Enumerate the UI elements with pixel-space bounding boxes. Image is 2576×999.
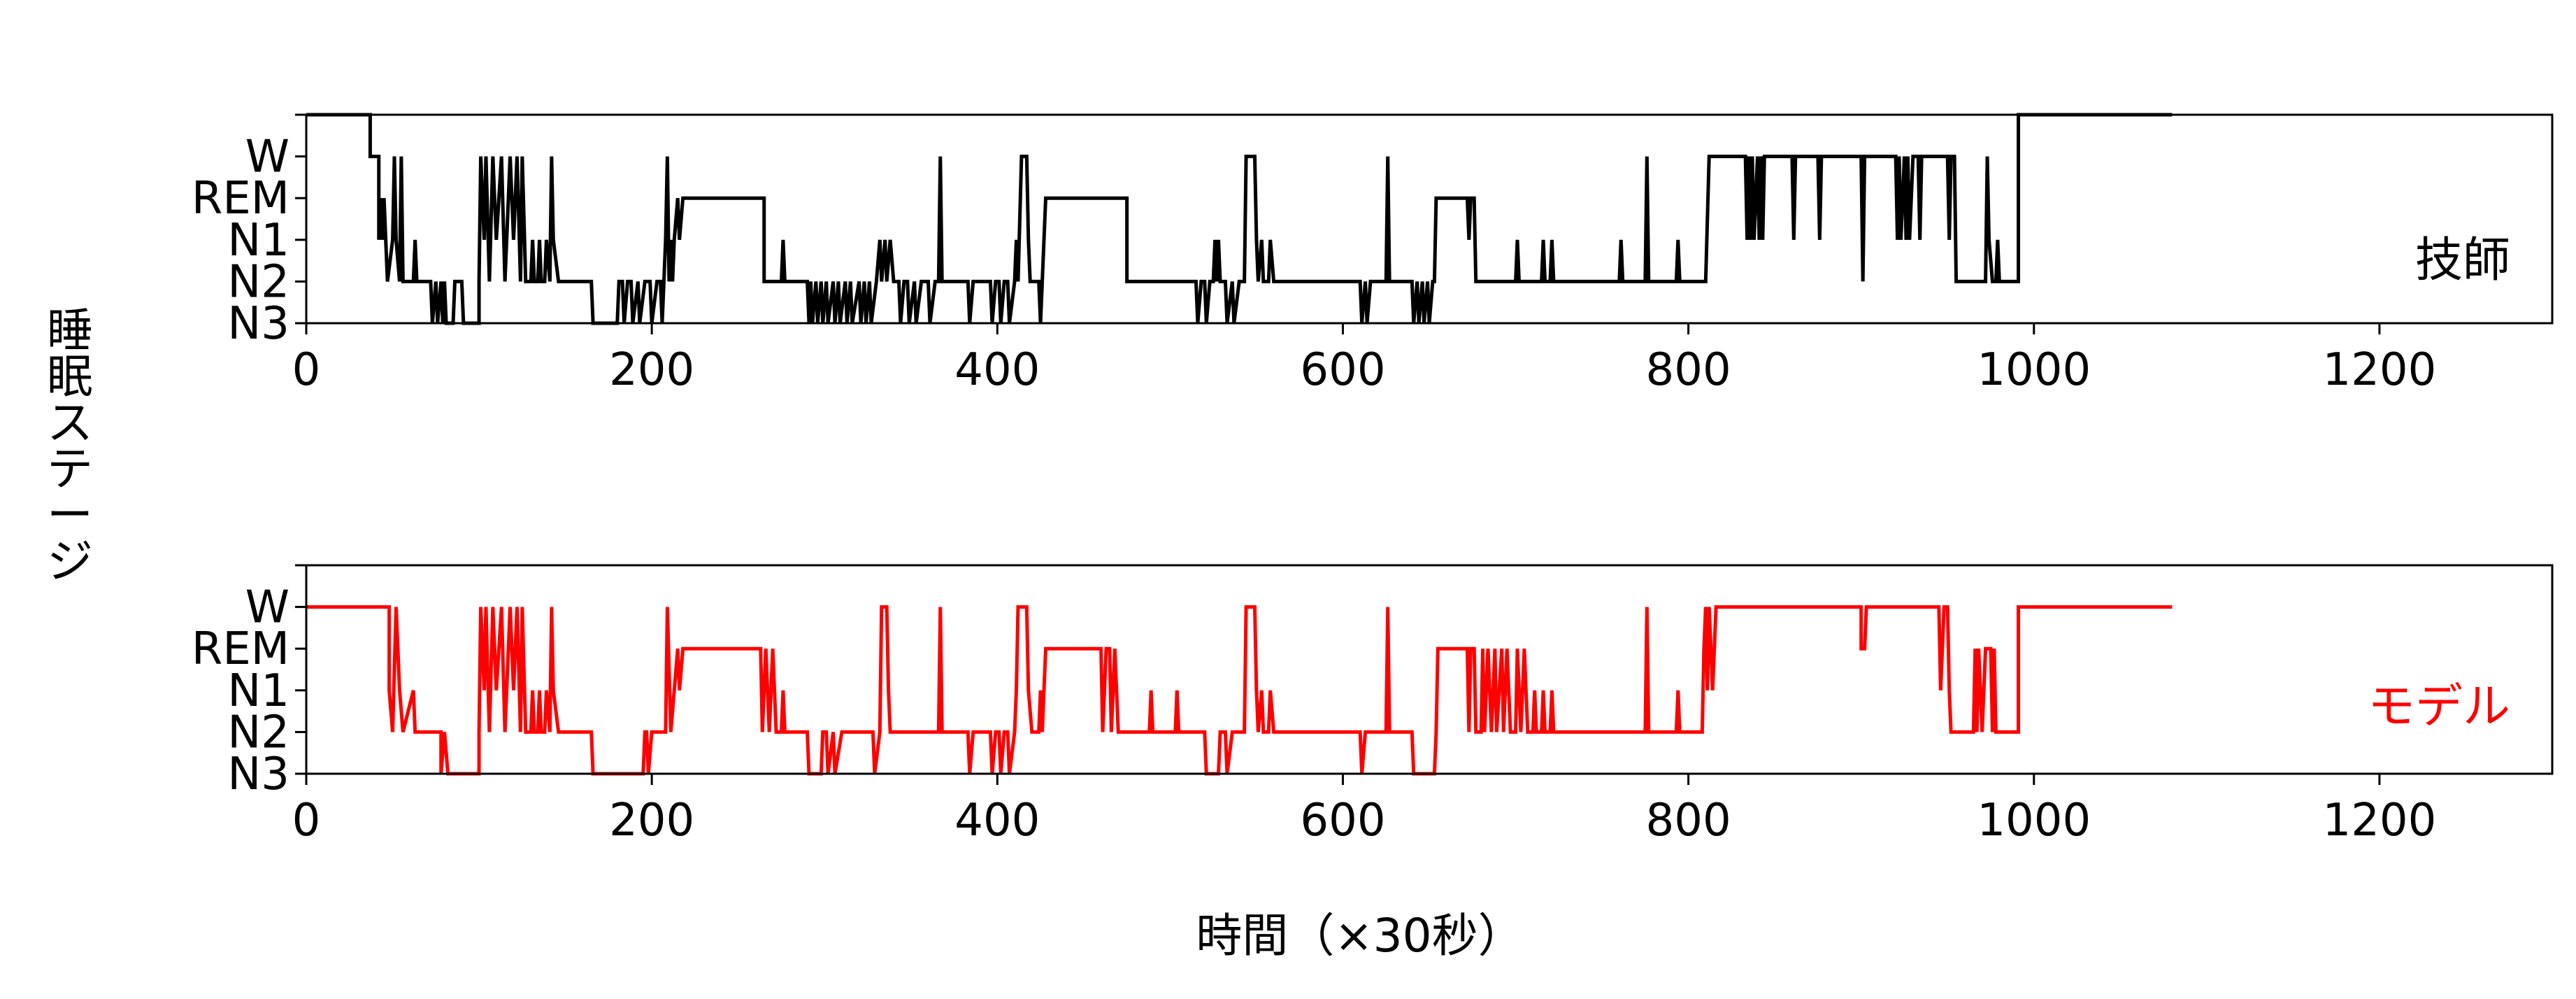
y-tick-label-technician: REM [192,173,289,225]
series-line-technician [306,113,2173,325]
series-label-model: モデル [2368,679,2510,735]
y-tick-label-model: W [245,582,289,634]
y-tick-label-technician: N3 [227,298,289,350]
y-axis-label: 睡眠ステージ [47,304,93,588]
plot-frame-technician [305,113,2554,325]
x-tick-label-technician: 1200 [2322,344,2436,396]
y-tick-label-model: N3 [227,749,289,800]
x-tick-label-model: 0 [292,795,321,846]
x-tick-label-model: 400 [954,795,1040,846]
x-tick-label-model: 600 [1300,795,1385,846]
x-tick-label-technician: 1000 [1977,344,2091,396]
y-tick-label-technician: W [245,132,289,183]
x-tick-label-technician: 600 [1300,344,1385,396]
y-tick-label-technician: N2 [227,256,289,308]
plot-frame-model [305,564,2554,775]
x-tick-label-technician: 400 [954,344,1040,396]
x-tick-label-technician: 800 [1646,344,1731,396]
x-axis-label: 時間（×30秒） [1196,909,1524,963]
x-tick-label-model: 200 [609,795,694,846]
y-tick-label-technician: N1 [227,215,289,267]
x-tick-label-model: 1200 [2322,795,2436,846]
x-tick-label-technician: 200 [609,344,694,396]
series-line-model [306,605,2173,776]
x-tick-label-model: 1000 [1977,795,2091,846]
y-tick-label-model: N2 [227,707,289,758]
y-tick-label-model: REM [192,623,289,675]
y-tick-label-model: N1 [227,665,289,717]
x-tick-label-model: 800 [1646,795,1731,846]
x-tick-label-technician: 0 [292,344,321,396]
series-label-technician: 技師 [2415,233,2510,288]
